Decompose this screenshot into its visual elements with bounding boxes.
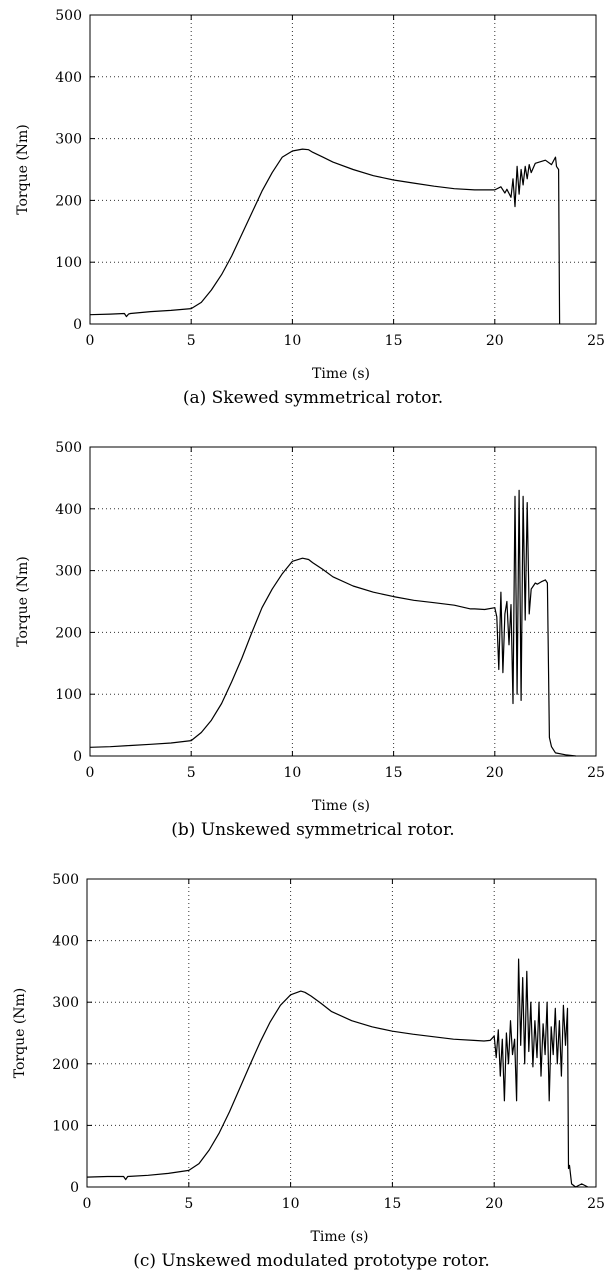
y-tick-label: 300	[55, 564, 82, 580]
axes-frame	[86, 878, 597, 1188]
x-tick-label: 15	[385, 765, 403, 781]
figure-caption: (a) Skewed symmetrical rotor.	[183, 388, 443, 408]
y-tick-label: 100	[55, 255, 82, 271]
x-tick-label: 15	[383, 1196, 401, 1212]
torque-series-line	[86, 958, 589, 1188]
x-tick-label: 25	[587, 333, 605, 349]
y-tick-label: 200	[52, 1057, 79, 1073]
x-tick-label: 10	[283, 333, 301, 349]
x-tick-label: 15	[385, 333, 403, 349]
y-tick-label: 100	[55, 687, 82, 703]
x-axis-label: Time (s)	[311, 1229, 369, 1245]
y-tick-label: 200	[55, 625, 82, 641]
x-tick-label: 0	[86, 333, 95, 349]
y-tick-label: 400	[55, 70, 82, 86]
x-tick-label: 10	[283, 765, 301, 781]
chart-b: 0 5 10 15 20 25 0 100 200 300 400 500 Time (s) Torque…	[15, 440, 605, 840]
x-axis-label: Time (s)	[312, 798, 370, 814]
x-tick-label: 10	[282, 1196, 300, 1212]
x-tick-label: 5	[184, 1196, 193, 1212]
y-tick-label: 200	[55, 193, 82, 209]
x-tick-label: 0	[86, 765, 95, 781]
chart-panel-b: 0 5 10 15 20 25 0 100 200 300 400 500 Time (s) Torque…	[0, 430, 607, 850]
y-tick-label: 300	[55, 132, 82, 148]
figure-caption: (c) Unskewed modulated prototype rotor.	[133, 1251, 490, 1271]
x-axis-label: Time (s)	[312, 366, 370, 382]
x-tick-label: 0	[83, 1196, 92, 1212]
figure-caption: (b) Unskewed symmetrical rotor.	[171, 820, 454, 840]
x-tick-label: 25	[587, 765, 605, 781]
y-axis-label: Torque (Nm)	[15, 124, 31, 215]
x-tick-label: 5	[187, 333, 196, 349]
axes-frame	[89, 446, 597, 757]
y-tick-label: 400	[55, 502, 82, 518]
y-tick-label: 400	[52, 934, 79, 950]
y-tick-label: 0	[70, 1180, 79, 1196]
x-tick-label: 20	[486, 765, 504, 781]
axes-frame	[89, 14, 597, 325]
x-tick-label: 20	[485, 1196, 503, 1212]
torque-series-line	[89, 148, 561, 325]
y-tick-label: 500	[55, 440, 82, 456]
torque-series-line	[89, 489, 576, 757]
x-tick-label: 25	[587, 1196, 605, 1212]
chart-c: 0 5 10 15 20 25 0 100 200 300 400 500 Time (s) Torque…	[12, 872, 605, 1271]
chart-panel-c: 0 5 10 15 20 25 0 100 200 300 400 500 Time (s) Torque…	[0, 862, 607, 1274]
y-axis-label: Torque (Nm)	[15, 556, 31, 647]
y-tick-label: 500	[52, 872, 79, 888]
y-tick-label: 100	[52, 1118, 79, 1134]
x-tick-label: 5	[187, 765, 196, 781]
y-tick-label: 0	[73, 749, 82, 765]
y-tick-label: 0	[73, 317, 82, 333]
x-tick-label: 20	[486, 333, 504, 349]
chart-panel-a: 0 5 10 15 20 25 0 100 200 300 400 500 Time (s) Torque…	[0, 0, 607, 420]
y-tick-label: 500	[55, 8, 82, 24]
y-axis-label: Torque (Nm)	[12, 988, 28, 1079]
y-tick-label: 300	[52, 995, 79, 1011]
chart-a: 0 5 10 15 20 25 0 100 200 300 400 500 Time (s) Torque…	[15, 8, 605, 408]
